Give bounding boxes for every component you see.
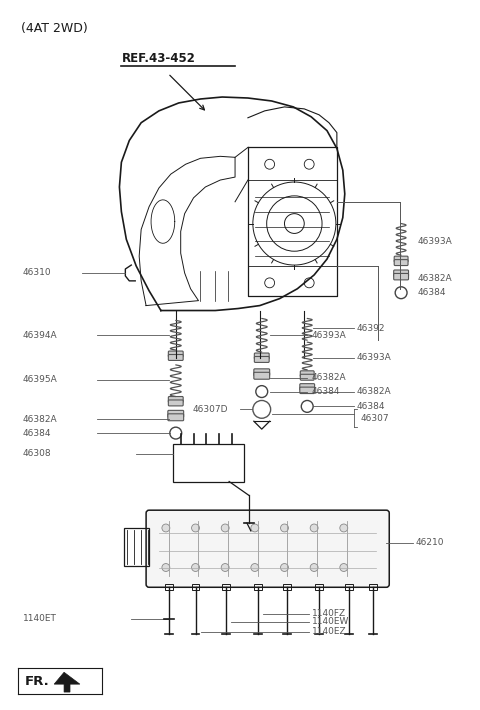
Text: 46210: 46210 — [416, 538, 444, 547]
FancyBboxPatch shape — [394, 260, 408, 266]
FancyBboxPatch shape — [254, 368, 270, 376]
Text: 46393A: 46393A — [418, 237, 453, 246]
FancyBboxPatch shape — [300, 387, 314, 393]
FancyBboxPatch shape — [254, 372, 270, 379]
Circle shape — [192, 564, 200, 572]
Circle shape — [280, 524, 288, 532]
Circle shape — [310, 564, 318, 572]
Circle shape — [340, 524, 348, 532]
Text: 46384: 46384 — [311, 387, 340, 396]
Text: 46307: 46307 — [360, 414, 389, 422]
Text: 46382A: 46382A — [311, 373, 346, 382]
Text: 46395A: 46395A — [23, 375, 57, 384]
Circle shape — [192, 524, 200, 532]
Text: 46384: 46384 — [357, 402, 385, 411]
Text: 1140FZ: 1140FZ — [312, 609, 346, 618]
FancyBboxPatch shape — [168, 400, 183, 406]
FancyBboxPatch shape — [300, 371, 314, 377]
FancyBboxPatch shape — [394, 256, 408, 262]
Text: 46384: 46384 — [418, 288, 446, 297]
FancyBboxPatch shape — [394, 270, 408, 276]
FancyBboxPatch shape — [300, 383, 314, 390]
Text: 46382A: 46382A — [357, 387, 391, 396]
Circle shape — [251, 524, 259, 532]
Text: 46308: 46308 — [23, 449, 51, 459]
Bar — [173, 444, 244, 481]
FancyBboxPatch shape — [300, 374, 314, 380]
FancyBboxPatch shape — [168, 354, 183, 361]
FancyBboxPatch shape — [254, 356, 269, 362]
Circle shape — [310, 524, 318, 532]
Text: FR.: FR. — [24, 674, 49, 688]
FancyBboxPatch shape — [168, 410, 184, 417]
Text: 46382A: 46382A — [23, 415, 57, 424]
Text: 46382A: 46382A — [418, 274, 453, 283]
Bar — [345, 584, 353, 590]
Polygon shape — [54, 672, 80, 692]
Text: 46392: 46392 — [357, 324, 385, 333]
Circle shape — [221, 524, 229, 532]
Circle shape — [221, 564, 229, 572]
Text: 1140EZ: 1140EZ — [312, 627, 347, 636]
Text: REF.43-452: REF.43-452 — [121, 53, 195, 65]
Text: 46384: 46384 — [23, 429, 51, 437]
Text: 1140EW: 1140EW — [312, 618, 349, 626]
FancyBboxPatch shape — [254, 353, 269, 359]
FancyBboxPatch shape — [394, 273, 408, 280]
FancyBboxPatch shape — [146, 510, 389, 587]
Text: 46393A: 46393A — [357, 354, 391, 363]
Bar — [165, 584, 173, 590]
Bar — [254, 584, 262, 590]
Bar — [222, 584, 230, 590]
Text: 46393A: 46393A — [311, 331, 346, 339]
Circle shape — [162, 564, 170, 572]
Bar — [370, 584, 377, 590]
Circle shape — [280, 564, 288, 572]
FancyBboxPatch shape — [168, 414, 184, 421]
Text: 46310: 46310 — [23, 268, 51, 278]
Text: 46307D: 46307D — [192, 405, 228, 414]
Circle shape — [251, 564, 259, 572]
Bar — [192, 584, 200, 590]
Circle shape — [340, 564, 348, 572]
FancyBboxPatch shape — [168, 351, 183, 357]
Text: 1140ET: 1140ET — [23, 614, 57, 623]
Text: (4AT 2WD): (4AT 2WD) — [21, 22, 87, 35]
Circle shape — [162, 524, 170, 532]
Bar — [315, 584, 323, 590]
Text: 46394A: 46394A — [23, 331, 57, 339]
FancyBboxPatch shape — [168, 396, 183, 403]
Bar — [124, 528, 149, 566]
Bar — [284, 584, 291, 590]
